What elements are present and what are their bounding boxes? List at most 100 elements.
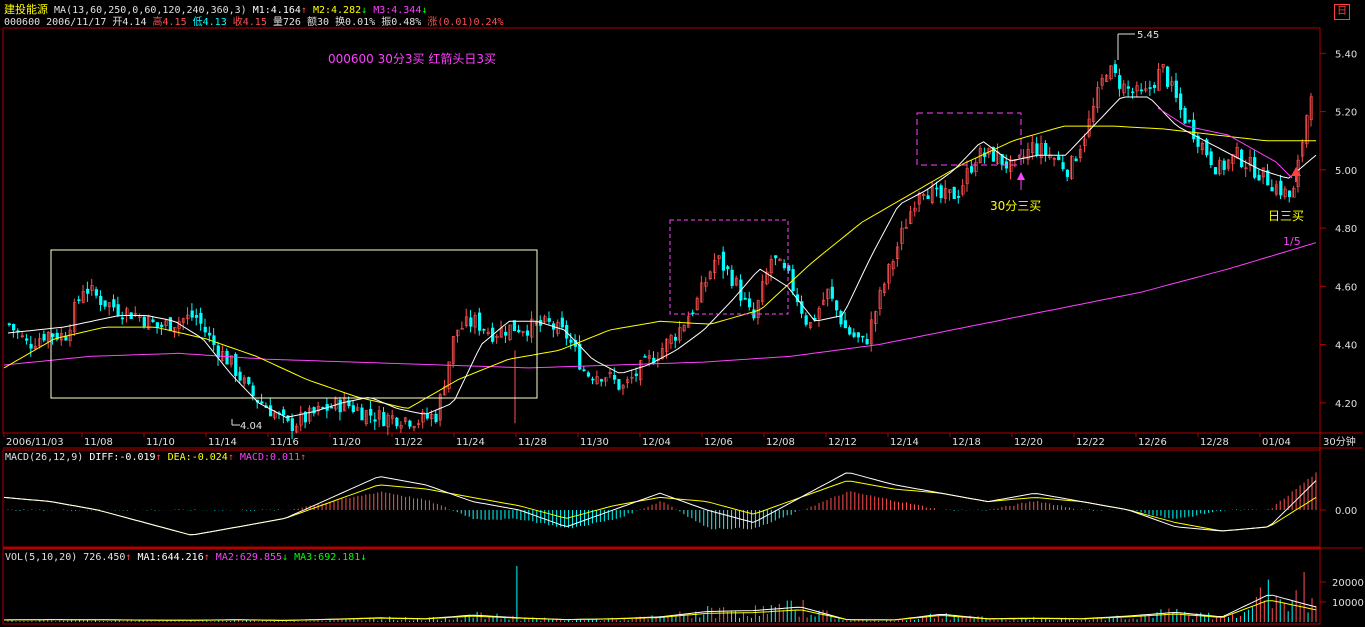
price-panel-frame: [2, 27, 1321, 434]
x-tick-label: 12/12: [828, 437, 857, 448]
candle-body: [935, 187, 939, 190]
calendar-icon[interactable]: 日: [1334, 4, 1350, 20]
candle-body: [695, 298, 699, 310]
low-value: 低4.13: [192, 17, 227, 28]
candle-body: [525, 330, 530, 336]
candle-body: [430, 413, 434, 420]
candle-body: [1287, 190, 1292, 197]
candle-body: [473, 315, 477, 328]
candle-body: [639, 360, 643, 381]
candle-body: [1279, 180, 1283, 196]
vol-label: VOL(5,10,20): [5, 552, 78, 563]
candle-body: [77, 299, 81, 301]
diff-value: DIFF:-0.019: [89, 452, 156, 463]
candle-body: [303, 411, 308, 423]
m1-value: M1:4.164: [252, 5, 301, 16]
candle-body: [839, 311, 843, 325]
amount-value: 额30: [306, 17, 330, 28]
x-tick-label: 11/16: [270, 437, 299, 448]
high-annotation: 5.45: [1137, 30, 1159, 41]
candle-body: [1179, 93, 1183, 110]
candle-body: [626, 379, 630, 383]
candle-body: [112, 299, 116, 308]
candle-body: [1192, 119, 1196, 140]
candle-body: [1240, 149, 1244, 168]
candle-body: [769, 259, 773, 274]
candle-body: [678, 327, 682, 341]
candle-body: [1131, 91, 1135, 94]
candle-body: [229, 355, 233, 365]
candle-body: [1144, 88, 1148, 91]
buy30-arrow-icon: [1017, 172, 1025, 180]
candle-body: [800, 301, 804, 314]
vol-value: 726.450: [83, 552, 126, 563]
candle-body: [247, 377, 251, 384]
candle-body: [360, 407, 364, 421]
candle-body: [477, 312, 482, 331]
candle-body: [1248, 156, 1252, 166]
candle-body: [700, 282, 704, 303]
candle-body: [856, 332, 861, 338]
price-tick-label: 5.20: [1335, 108, 1357, 119]
candle-body: [691, 312, 695, 315]
candle-body: [356, 407, 360, 411]
candle-body: [874, 311, 878, 324]
candle-body: [399, 425, 403, 429]
candle-body: [168, 317, 173, 331]
candle-body: [591, 378, 595, 381]
candle-body: [1039, 143, 1043, 159]
x-tick-label: 11/30: [580, 437, 609, 448]
candle-body: [504, 331, 508, 336]
x-tick-label: 12/26: [1138, 437, 1167, 448]
change-label: 涨: [427, 17, 438, 28]
vol-ma1: MA1:644.216: [137, 552, 204, 563]
macd-label: MACD(26,12,9): [5, 452, 84, 463]
candle-body: [896, 246, 900, 259]
candle-body: [1083, 138, 1087, 146]
candle-body: [848, 327, 852, 335]
turnover-value: 换0.01%: [335, 17, 376, 28]
candle-body: [1213, 167, 1218, 175]
candle-body: [347, 400, 351, 407]
candle-body: [364, 410, 368, 424]
candle-body: [238, 371, 242, 381]
candle-body: [665, 338, 669, 352]
candle-body: [1183, 108, 1187, 124]
candle-body: [29, 343, 33, 349]
header-line-2: 000600 2006/11/17 开4.14 高4.15 低4.13 收4.1…: [4, 17, 504, 29]
candle-body: [1109, 65, 1113, 80]
x-tick-label: 12/22: [1076, 437, 1105, 448]
candle-body: [395, 417, 399, 427]
candle-body: [1170, 81, 1174, 86]
candle-body: [225, 350, 229, 365]
candle-body: [1309, 96, 1313, 120]
candle-body: [90, 285, 94, 291]
candle-body: [173, 327, 177, 333]
candle-body: [660, 348, 665, 360]
candle-body: [547, 318, 551, 322]
candle-body: [778, 258, 782, 262]
candle-body: [1270, 187, 1274, 192]
candle-body: [1305, 115, 1309, 145]
candle-body: [878, 289, 882, 310]
candle-body: [7, 323, 11, 325]
ma2-line: [3, 125, 1316, 409]
candle-body: [835, 300, 839, 311]
candle-body: [1044, 143, 1048, 155]
candle-body: [316, 405, 321, 412]
candle-body: [721, 251, 726, 271]
downtrend-line: [1157, 107, 1293, 179]
candle-body: [199, 312, 203, 324]
candle-body: [1205, 139, 1209, 156]
candle-body: [1135, 85, 1139, 92]
candle-body: [843, 320, 847, 329]
candle-body: [151, 319, 155, 323]
candle-body: [1226, 159, 1231, 169]
candle-body: [290, 418, 294, 431]
candle-body: [900, 227, 904, 244]
candle-body: [1218, 159, 1222, 175]
candle-body: [212, 335, 216, 345]
candle-body: [612, 375, 617, 380]
candle-body: [373, 419, 377, 422]
